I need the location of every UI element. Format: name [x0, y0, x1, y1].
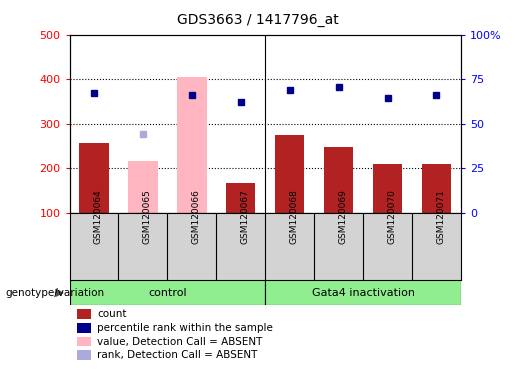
Bar — [177, 77, 207, 213]
Bar — [79, 142, 109, 213]
Text: genotype/variation: genotype/variation — [5, 288, 104, 298]
Text: GSM120067: GSM120067 — [241, 189, 250, 244]
Bar — [275, 135, 304, 213]
Text: GDS3663 / 1417796_at: GDS3663 / 1417796_at — [177, 13, 338, 27]
Bar — [324, 147, 353, 213]
Bar — [77, 310, 91, 319]
Text: GSM120065: GSM120065 — [143, 189, 152, 244]
Text: GSM120069: GSM120069 — [339, 189, 348, 244]
Text: rank, Detection Call = ABSENT: rank, Detection Call = ABSENT — [97, 350, 258, 360]
Text: Gata4 inactivation: Gata4 inactivation — [312, 288, 415, 298]
Text: GSM120068: GSM120068 — [289, 189, 299, 244]
Text: GSM120071: GSM120071 — [436, 189, 445, 244]
Bar — [226, 183, 255, 213]
Bar — [77, 337, 91, 346]
Bar — [70, 280, 265, 305]
Bar — [373, 164, 402, 213]
Text: GSM120066: GSM120066 — [192, 189, 201, 244]
Bar — [77, 323, 91, 333]
Text: value, Detection Call = ABSENT: value, Detection Call = ABSENT — [97, 337, 262, 347]
Bar — [265, 280, 461, 305]
Bar — [128, 161, 158, 213]
Bar — [422, 164, 451, 213]
Text: percentile rank within the sample: percentile rank within the sample — [97, 323, 273, 333]
Text: count: count — [97, 309, 126, 319]
Text: control: control — [148, 288, 186, 298]
Text: GSM120070: GSM120070 — [387, 189, 397, 244]
Bar — [77, 350, 91, 360]
Text: GSM120064: GSM120064 — [94, 189, 103, 244]
